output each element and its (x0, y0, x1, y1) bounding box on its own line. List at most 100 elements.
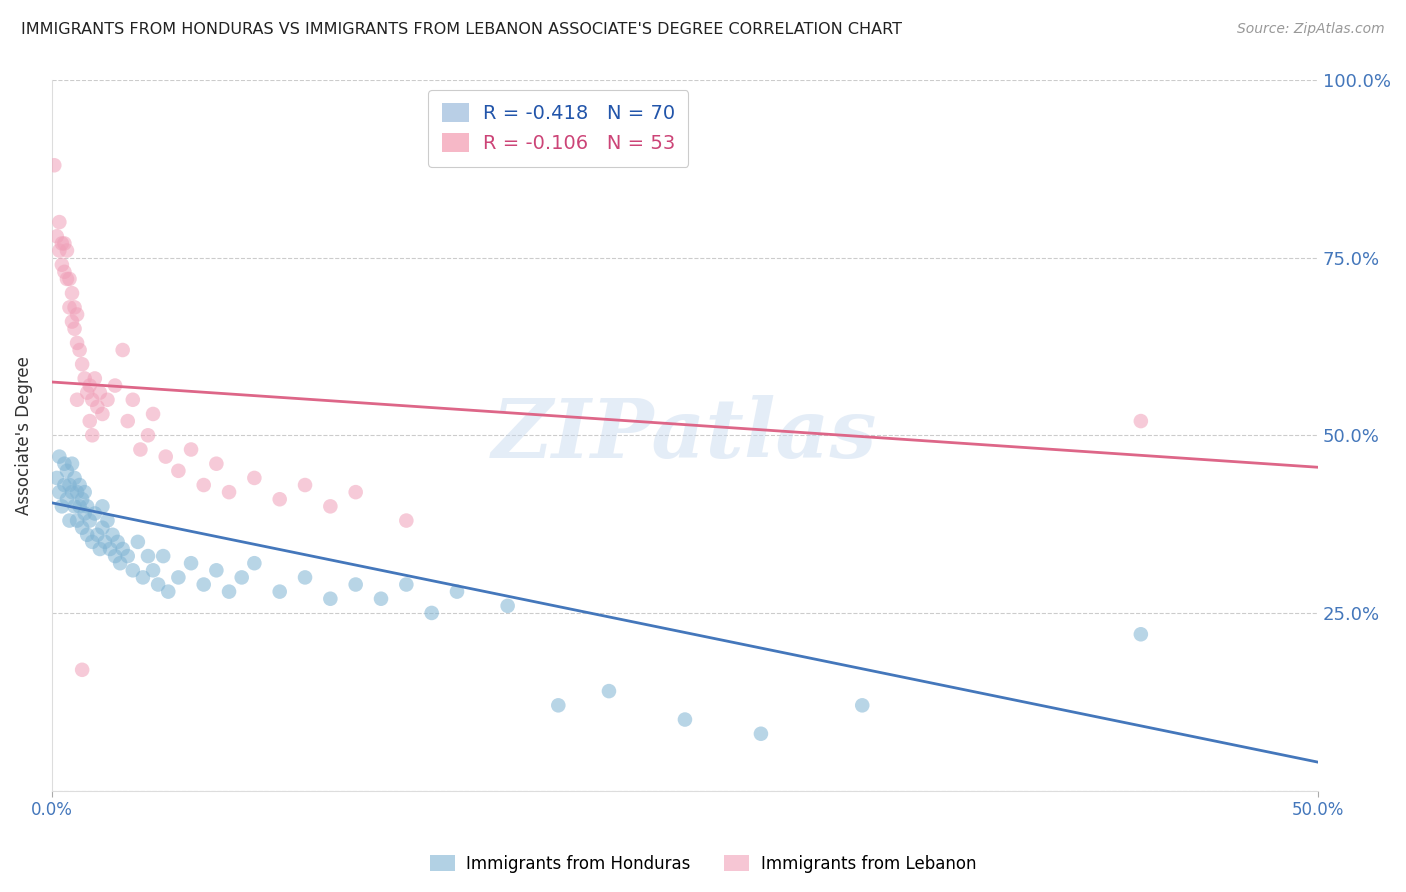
Point (63, 321, 86, 335)
Point (73, 485, 96, 500)
Point (101, 528, 124, 542)
Legend: Immigrants from Honduras, Immigrants from Lebanon: Immigrants from Honduras, Immigrants fro… (423, 848, 983, 880)
Point (69, 500, 91, 514)
Point (193, 478, 215, 492)
Point (547, 698, 569, 713)
Point (44, 158, 66, 172)
Point (344, 577, 367, 591)
Point (111, 343, 134, 357)
Point (142, 407, 165, 421)
Point (96, 392, 118, 407)
Point (69, 478, 91, 492)
Point (69, 343, 91, 357)
Point (155, 450, 177, 464)
Point (58, 272, 80, 286)
Point (56, 244, 79, 258)
Point (344, 485, 367, 500)
Point (117, 414, 139, 428)
Point (127, 534, 149, 549)
Point (45, 229, 67, 244)
Point (136, 549, 159, 563)
Point (167, 464, 190, 478)
Point (51, 500, 73, 514)
Point (56, 272, 79, 286)
Point (66, 392, 89, 407)
Point (96, 514, 118, 528)
Text: IMMIGRANTS FROM HONDURAS VS IMMIGRANTS FROM LEBANON ASSOCIATE'S DEGREE CORRELATI: IMMIGRANTS FROM HONDURAS VS IMMIGRANTS F… (21, 22, 903, 37)
Point (51, 258, 73, 272)
Point (60, 457, 83, 471)
Point (218, 584, 240, 599)
Point (83, 507, 105, 521)
Point (1129, 414, 1152, 428)
Point (395, 577, 418, 591)
Point (104, 549, 127, 563)
Point (53, 457, 76, 471)
Point (269, 492, 291, 507)
Point (48, 450, 70, 464)
Point (319, 500, 342, 514)
Point (132, 570, 155, 584)
Point (205, 457, 228, 471)
Point (142, 563, 165, 577)
Point (851, 698, 873, 713)
Point (60, 315, 83, 329)
Point (48, 244, 70, 258)
Point (58, 301, 80, 315)
Point (180, 442, 202, 457)
Point (60, 485, 83, 500)
Point (370, 591, 392, 606)
Point (58, 478, 80, 492)
Point (91, 407, 114, 421)
Legend: R = -0.418   N = 70, R = -0.106   N = 53: R = -0.418 N = 70, R = -0.106 N = 53 (429, 90, 689, 167)
Point (420, 606, 443, 620)
Point (89, 385, 111, 400)
Point (66, 514, 89, 528)
Point (86, 528, 108, 542)
Point (63, 301, 86, 315)
Point (319, 591, 342, 606)
Point (89, 541, 111, 556)
Point (395, 514, 418, 528)
Point (98, 541, 121, 556)
Point (107, 534, 129, 549)
Point (294, 478, 316, 492)
Point (45, 471, 67, 485)
Point (205, 563, 228, 577)
Point (79, 414, 101, 428)
Point (104, 378, 127, 392)
Point (152, 549, 174, 563)
Point (76, 500, 98, 514)
Point (294, 570, 316, 584)
Point (58, 514, 80, 528)
Point (193, 577, 215, 591)
Point (136, 428, 159, 442)
Point (129, 442, 152, 457)
Point (60, 286, 83, 301)
Point (79, 514, 101, 528)
Point (70, 492, 93, 507)
Y-axis label: Associate's Degree: Associate's Degree (15, 356, 32, 515)
Point (86, 400, 108, 414)
Point (117, 549, 139, 563)
Point (167, 570, 190, 584)
Point (82, 534, 104, 549)
Point (496, 599, 519, 613)
Point (56, 492, 79, 507)
Point (91, 521, 114, 535)
Point (66, 335, 89, 350)
Point (48, 485, 70, 500)
Point (63, 471, 86, 485)
Point (82, 428, 104, 442)
Point (66, 485, 89, 500)
Point (121, 392, 143, 407)
Point (82, 392, 104, 407)
Point (48, 215, 70, 229)
Point (111, 541, 134, 556)
Point (446, 584, 468, 599)
Point (76, 385, 98, 400)
Point (146, 577, 169, 591)
Text: Source: ZipAtlas.com: Source: ZipAtlas.com (1237, 22, 1385, 37)
Point (53, 265, 76, 279)
Point (53, 236, 76, 251)
